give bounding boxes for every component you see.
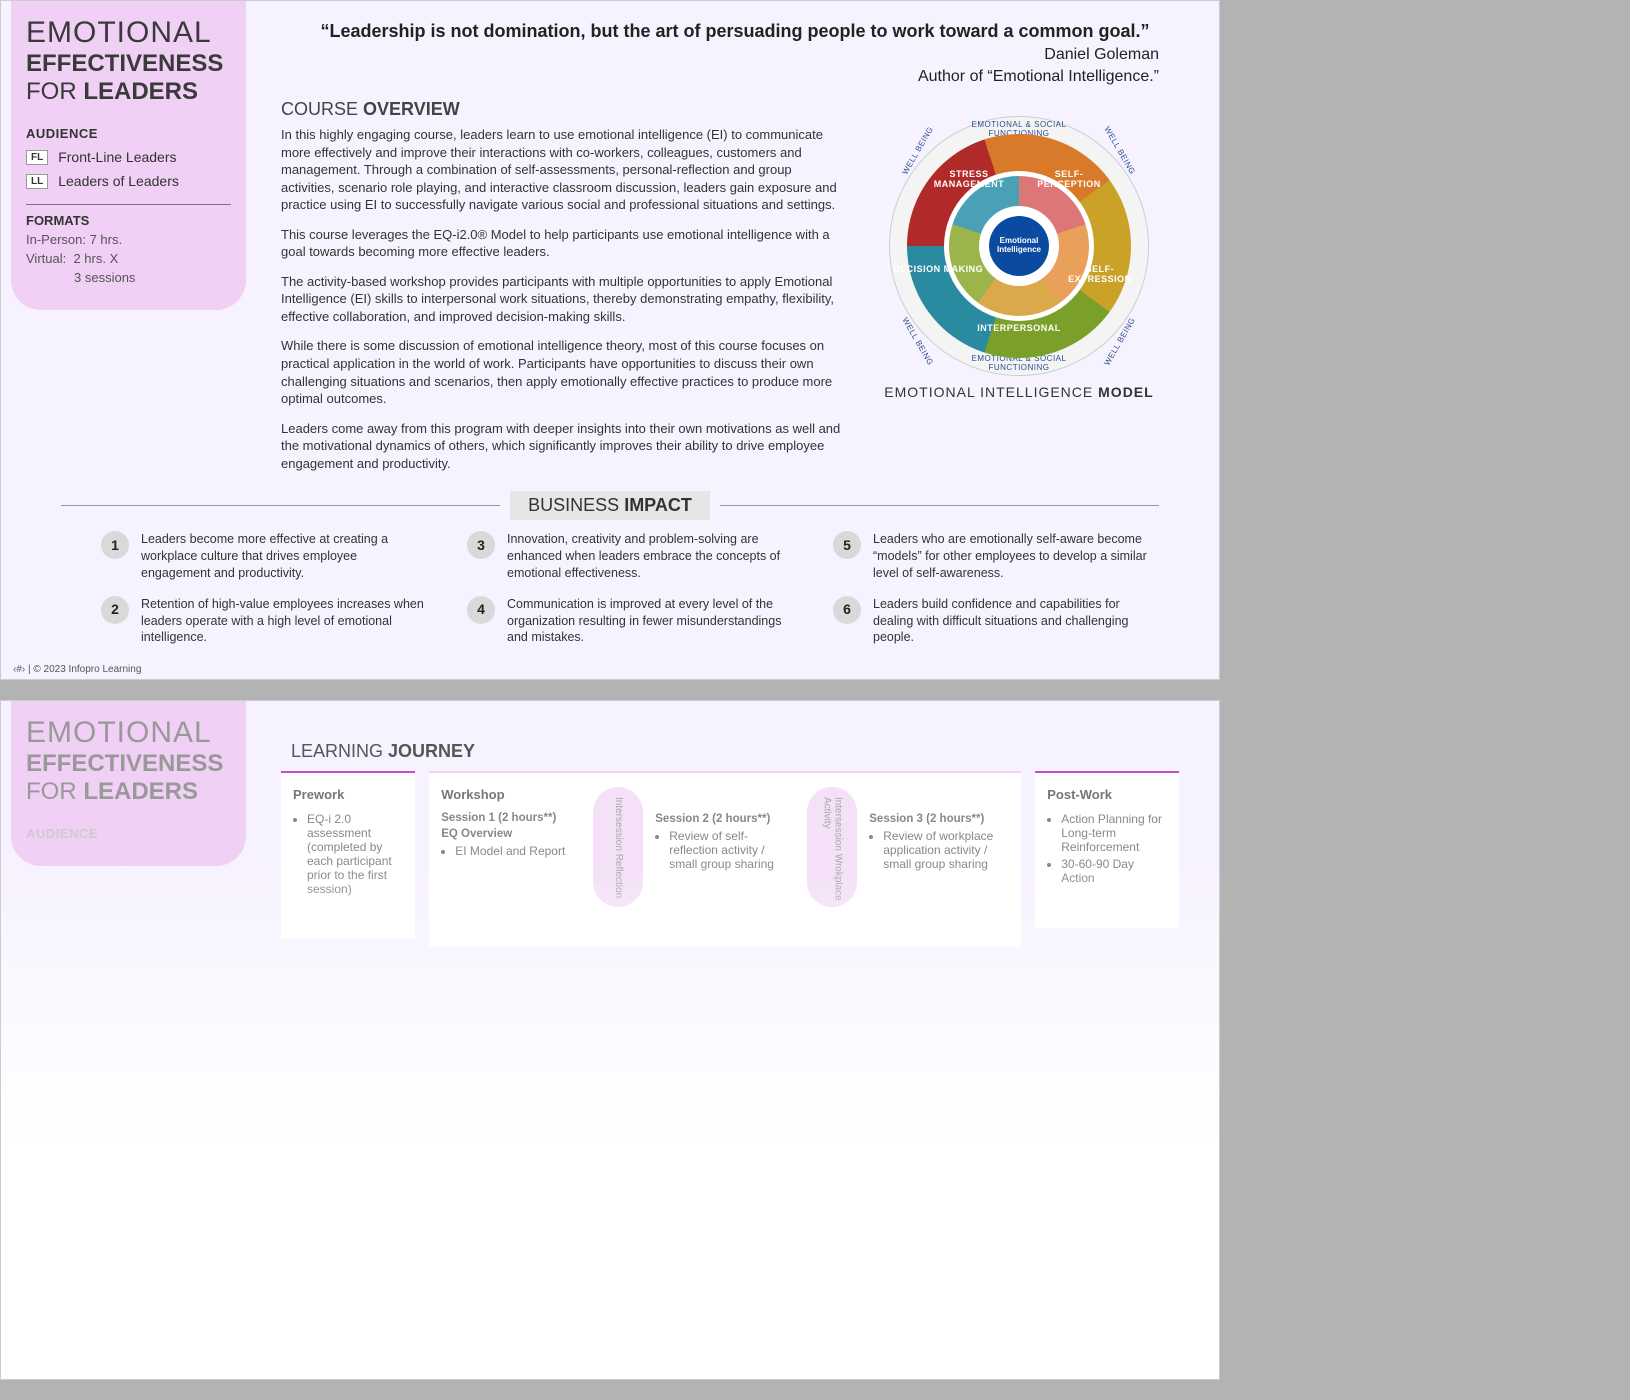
- impact-item: 6Leaders build confidence and capabiliti…: [833, 596, 1159, 647]
- impact-number: 5: [833, 531, 861, 559]
- card-postwork: Post-Work Action Planning for Long-term …: [1035, 771, 1179, 928]
- audience-row: FL Front-Line Leaders: [26, 149, 231, 165]
- quote-text: “Leadership is not domination, but the a…: [311, 21, 1159, 42]
- wheel-segment-label: SELF-EXPRESSION: [1055, 264, 1145, 284]
- quote-block: “Leadership is not domination, but the a…: [311, 21, 1159, 86]
- card-prework: Prework EQ-i 2.0 assessment (completed b…: [281, 771, 415, 939]
- title-line-2: EFFECTIVENESS: [26, 50, 231, 78]
- journey-cards: Prework EQ-i 2.0 assessment (completed b…: [281, 771, 1179, 947]
- audience-heading: AUDIENCE: [26, 126, 231, 141]
- impact-grid: 1Leaders become more effective at creati…: [101, 531, 1159, 646]
- sidebar: EMOTIONAL EFFECTIVENESS FOR LEADERS AUDI…: [11, 1, 246, 310]
- formats-virtual-1: Virtual: 2 hrs. X: [26, 251, 231, 266]
- formats-heading: FORMATS: [26, 213, 231, 228]
- impact-number: 3: [467, 531, 495, 559]
- formats-virtual-2: 3 sessions: [26, 270, 231, 285]
- overview-para: While there is some discussion of emotio…: [281, 337, 841, 407]
- impact-number: 1: [101, 531, 129, 559]
- ei-model: EMOTIONAL & SOCIAL FUNCTIONING EMOTIONAL…: [869, 116, 1169, 400]
- title-line-3: FOR LEADERS: [26, 78, 231, 106]
- model-caption: EMOTIONAL INTELLIGENCE MODEL: [869, 384, 1169, 400]
- page-footer: ‹#› | © 2023 Infopro Learning: [13, 664, 141, 675]
- title-line-1: EMOTIONAL: [26, 16, 231, 50]
- impact-number: 6: [833, 596, 861, 624]
- impact-item: 3Innovation, creativity and problem-solv…: [467, 531, 793, 582]
- audience-badge: LL: [26, 174, 48, 189]
- card-workshop: Workshop Session 1 (2 hours**) EQ Overvi…: [429, 771, 1021, 947]
- quote-author-sub: Author of “Emotional Intelligence.”: [311, 68, 1159, 86]
- audience-label: Leaders of Leaders: [58, 173, 179, 189]
- page-1: EMOTIONAL EFFECTIVENESS FOR LEADERS AUDI…: [0, 0, 1220, 680]
- ei-wheel: EMOTIONAL & SOCIAL FUNCTIONING EMOTIONAL…: [889, 116, 1149, 376]
- impact-number: 2: [101, 596, 129, 624]
- overview-para: The activity-based workshop provides par…: [281, 273, 841, 326]
- formats-inperson: In-Person: 7 hrs.: [26, 232, 231, 247]
- wheel-segment-label: STRESS MANAGEMENT: [924, 169, 1014, 189]
- wheel-segment-label: INTERPERSONAL: [974, 323, 1064, 333]
- title-line-1: EMOTIONAL: [26, 716, 231, 750]
- audience-label: Front-Line Leaders: [58, 149, 176, 165]
- intersession-pill: Intersession Reflection: [593, 787, 643, 907]
- overview-para: Leaders come away from this program with…: [281, 420, 841, 473]
- wheel-segment-label: DECISION MAKING: [893, 264, 983, 274]
- intersession-pill: Intersession Wrokplace Activity: [807, 787, 857, 907]
- title-line-2: EFFECTIVENESS: [26, 750, 231, 778]
- quote-author: Daniel Goleman: [311, 46, 1159, 64]
- impact-divider: BUSINESS IMPACT: [61, 491, 1159, 520]
- impact-item: 2Retention of high-value employees incre…: [101, 596, 427, 647]
- overview-para: This course leverages the EQ-i2.0® Model…: [281, 226, 841, 261]
- journey-heading: LEARNING JOURNEY: [291, 741, 475, 762]
- impact-heading: BUSINESS IMPACT: [510, 491, 710, 520]
- title-line-3: FOR LEADERS: [26, 778, 231, 806]
- audience-badge: FL: [26, 150, 48, 165]
- wheel-center: Emotional Intelligence: [989, 216, 1049, 276]
- sidebar: EMOTIONAL EFFECTIVENESS FOR LEADERS AUDI…: [11, 701, 246, 866]
- impact-number: 4: [467, 596, 495, 624]
- impact-item: 5Leaders who are emotionally self-aware …: [833, 531, 1159, 582]
- page-2: EMOTIONAL EFFECTIVENESS FOR LEADERS AUDI…: [0, 700, 1220, 1380]
- divider: [26, 204, 231, 205]
- audience-heading: AUDIENCE: [26, 826, 231, 841]
- audience-row: LL Leaders of Leaders: [26, 173, 231, 189]
- impact-item: 1Leaders become more effective at creati…: [101, 531, 427, 582]
- overview-body: In this highly engaging course, leaders …: [281, 126, 841, 484]
- impact-item: 4Communication is improved at every leve…: [467, 596, 793, 647]
- overview-para: In this highly engaging course, leaders …: [281, 126, 841, 214]
- overview-heading: COURSE OVERVIEW: [281, 99, 460, 120]
- wheel-segment-label: SELF-PERCEPTION: [1024, 169, 1114, 189]
